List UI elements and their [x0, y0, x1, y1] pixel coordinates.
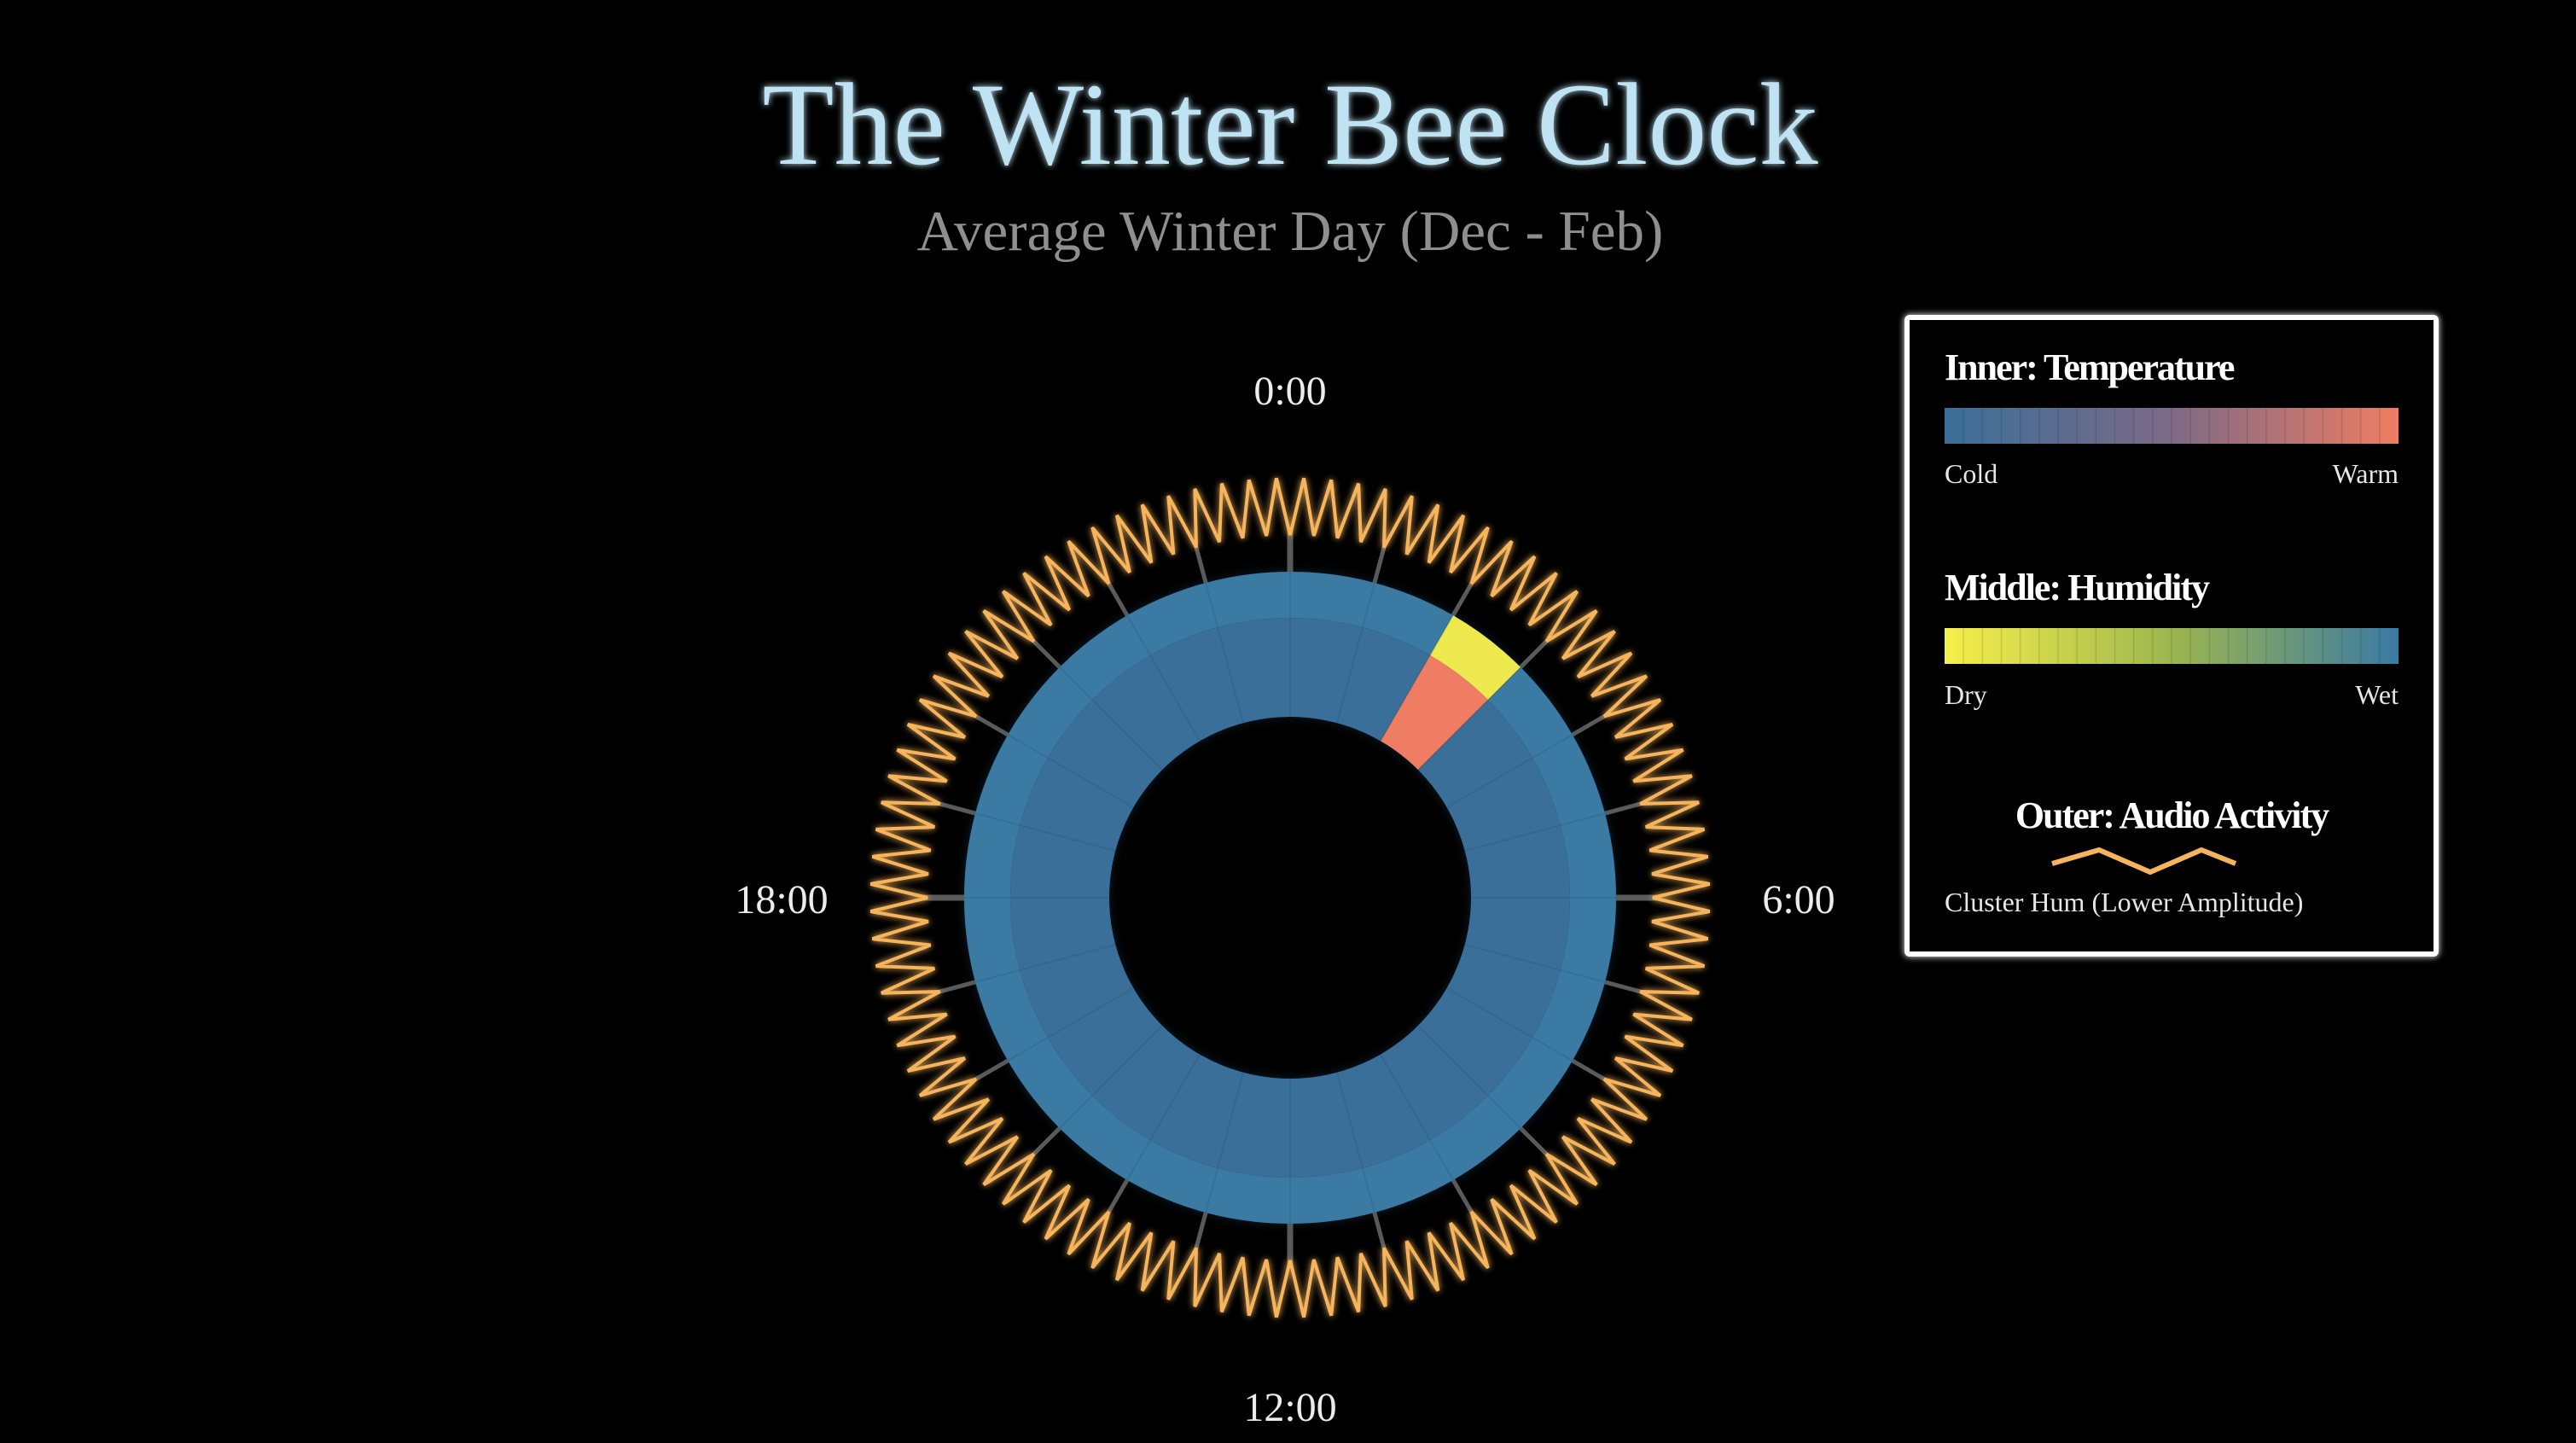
- audio-activity-ring: [869, 477, 1711, 1318]
- humidity-segment-0: [1290, 572, 1453, 655]
- hour-label-0: 0:00: [1253, 369, 1326, 414]
- hour-tick: [1515, 636, 1552, 672]
- hour-tick: [1567, 1056, 1610, 1084]
- chart-subtitle: Average Winter Day (Dec - Feb): [917, 200, 1664, 263]
- hour-tick: [1370, 542, 1387, 589]
- ring-hour-divider: [1205, 582, 1245, 724]
- legend-humidity-title: Middle: Humidity: [1945, 567, 2210, 608]
- hour-tick: [1028, 1123, 1065, 1160]
- hour-tick: [1193, 1207, 1210, 1254]
- hour-label-18: 18:00: [735, 877, 828, 922]
- ring-hour-divider: [1335, 582, 1375, 724]
- hour-tick: [1104, 1174, 1132, 1218]
- hour-tick: [1567, 712, 1610, 740]
- hour-tick: [934, 978, 981, 995]
- legend-temperature-low: Cold: [1945, 458, 1997, 489]
- hour-tick: [1599, 978, 1646, 995]
- legend-humidity-high: Wet: [2355, 679, 2399, 710]
- ring-hour-divider: [1380, 1054, 1454, 1181]
- clock-rings: [963, 572, 1616, 1224]
- hour-tick: [1448, 1174, 1476, 1218]
- hour-tick: [1448, 578, 1476, 621]
- temperature-segment-0: [1290, 618, 1430, 742]
- ring-hour-divider: [974, 943, 1116, 983]
- hour-tick-marks: [922, 530, 1658, 1266]
- legend-humidity-low: Dry: [1945, 679, 1987, 710]
- hour-tick: [1193, 542, 1210, 589]
- ring-hour-divider: [1380, 614, 1454, 742]
- ring-hour-divider: [1446, 734, 1573, 808]
- hour-label-12: 12:00: [1243, 1385, 1336, 1430]
- ring-hour-divider: [1007, 734, 1134, 808]
- hour-tick: [1515, 1123, 1552, 1160]
- legend-temperature-title: Inner: Temperature: [1945, 346, 2235, 388]
- ring-hour-divider: [1335, 1072, 1375, 1213]
- ring-hour-divider: [1059, 666, 1163, 771]
- hour-tick: [1104, 578, 1132, 621]
- hour-tick: [970, 1056, 1014, 1084]
- ring-hour-divider: [1417, 1025, 1521, 1129]
- hour-label-6: 6:00: [1762, 877, 1835, 922]
- ring-hour-divider: [1446, 987, 1573, 1062]
- legend-humidity-colorbar: [1945, 628, 2399, 664]
- ring-hour-divider: [1007, 987, 1134, 1062]
- ring-hour-divider: [1205, 1072, 1245, 1213]
- hour-tick: [934, 800, 981, 818]
- legend-audio-title: Outer: Audio Activity: [2015, 794, 2329, 836]
- ring-hour-divider: [1417, 666, 1521, 771]
- legend-audio-line-sample: [2051, 847, 2237, 875]
- temperature-segment-1: [1381, 655, 1488, 771]
- ring-hour-divider: [1126, 614, 1201, 742]
- ring-hour-divider: [1059, 1025, 1163, 1129]
- legend-audio-label: Cluster Hum (Lower Amplitude): [1945, 887, 2303, 917]
- hour-tick: [970, 712, 1014, 740]
- hour-tick: [1370, 1207, 1387, 1254]
- legend: Inner: Temperature Cold Warm Middle: Hum…: [1904, 315, 2439, 957]
- legend-temperature-high: Warm: [2333, 458, 2399, 489]
- legend-temperature-colorbar: [1945, 408, 2399, 444]
- ring-hour-divider: [1464, 812, 1606, 852]
- hour-tick: [1028, 636, 1065, 672]
- audio-activity-line: [869, 477, 1711, 1318]
- hour-tick: [1599, 800, 1646, 818]
- ring-hour-divider: [1126, 1054, 1201, 1181]
- chart-title: The Winter Bee Clock: [762, 59, 1817, 189]
- temperature-segment-2: [1009, 617, 1570, 1178]
- ring-hour-divider: [974, 812, 1116, 852]
- humidity-segment-1: [1430, 615, 1521, 701]
- ring-hour-divider: [1464, 943, 1606, 983]
